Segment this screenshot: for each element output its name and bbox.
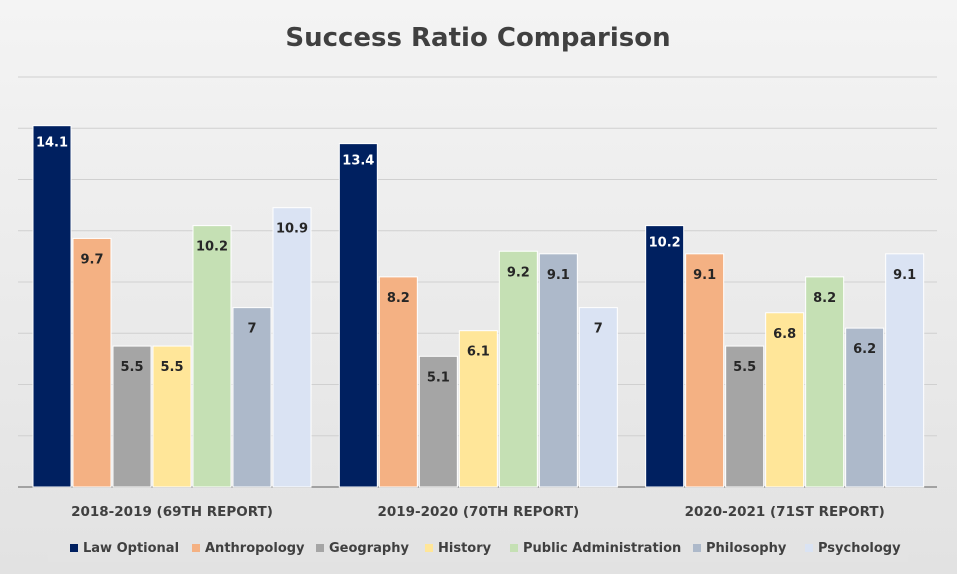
data-label: 10.2 — [196, 240, 228, 255]
bar-psychology — [578, 307, 618, 488]
bars — [32, 125, 925, 488]
data-label: 5.5 — [160, 360, 183, 375]
bar-philosophy — [538, 253, 578, 488]
data-label: 6.1 — [467, 345, 490, 360]
category-label: 2018-2019 (69TH REPORT) — [71, 504, 273, 520]
legend-entry: Anthropology — [205, 541, 305, 556]
bar-geography — [725, 345, 765, 488]
legend-entry: History — [438, 541, 492, 556]
data-label: 6.2 — [853, 342, 876, 357]
data-label: 6.8 — [773, 327, 796, 342]
bar-anthropology — [685, 253, 725, 488]
legend-entry: Psychology — [818, 541, 901, 556]
bar-geography — [112, 345, 152, 488]
legend: Law Optional Anthropology Geography History… — [70, 541, 901, 556]
legend-entry: Public Administration — [523, 541, 681, 556]
data-label: 13.4 — [342, 154, 374, 169]
data-label: 10.2 — [649, 236, 681, 251]
data-label: 9.2 — [507, 265, 530, 280]
data-label: 8.2 — [813, 291, 836, 306]
bar-law-optional — [32, 125, 72, 488]
bar-public-administration — [498, 250, 538, 488]
data-label: 5.1 — [427, 370, 450, 385]
category-label: 2020-2021 (71ST REPORT) — [685, 504, 885, 520]
legend-swatch — [510, 544, 518, 552]
data-label: 9.7 — [80, 252, 103, 267]
legend-entry: Geography — [329, 541, 409, 556]
bar-anthropology — [378, 276, 418, 488]
bar-geography — [418, 355, 458, 488]
bar-law-optional — [645, 225, 685, 488]
chart-title: Success Ratio Comparison — [285, 23, 670, 53]
bar-history — [458, 330, 498, 488]
legend-entry: Law Optional — [83, 541, 179, 556]
data-label: 14.1 — [36, 136, 68, 151]
bar-anthropology — [72, 237, 112, 488]
category-label: 2019-2020 (70TH REPORT) — [377, 504, 579, 520]
data-label: 9.1 — [893, 268, 916, 283]
data-label: 10.9 — [276, 222, 308, 237]
bar-history — [765, 312, 805, 488]
data-label: 9.1 — [547, 268, 570, 283]
bar-psychology — [885, 253, 925, 488]
data-labels: 14.1 9.7 5.5 5.5 10.2 7 10.9 13.4 8.2 5.1 6.1 9.2 9.… — [36, 136, 916, 386]
legend-background — [48, 534, 908, 562]
data-label: 7 — [247, 322, 256, 337]
legend-swatch — [192, 544, 200, 552]
bar-philosophy — [232, 307, 272, 488]
bar-public-administration — [805, 276, 845, 488]
data-label: 9.1 — [693, 268, 716, 283]
bar-public-administration — [192, 225, 232, 488]
data-label: 5.5 — [733, 360, 756, 375]
legend-swatch — [425, 544, 433, 552]
data-label: 5.5 — [120, 360, 143, 375]
bar-law-optional — [338, 143, 378, 488]
category-labels: 2018-2019 (69TH REPORT) 2019-2020 (70TH R… — [71, 504, 885, 520]
bar-philosophy — [845, 327, 885, 488]
bar-psychology — [272, 207, 312, 488]
legend-entry: Philosophy — [706, 541, 787, 556]
legend-swatch — [805, 544, 813, 552]
data-label: 8.2 — [387, 291, 410, 306]
data-label: 7 — [594, 322, 603, 337]
bar-history — [152, 345, 192, 488]
legend-swatch — [70, 544, 78, 552]
legend-swatch — [316, 544, 324, 552]
legend-swatch — [693, 544, 701, 552]
